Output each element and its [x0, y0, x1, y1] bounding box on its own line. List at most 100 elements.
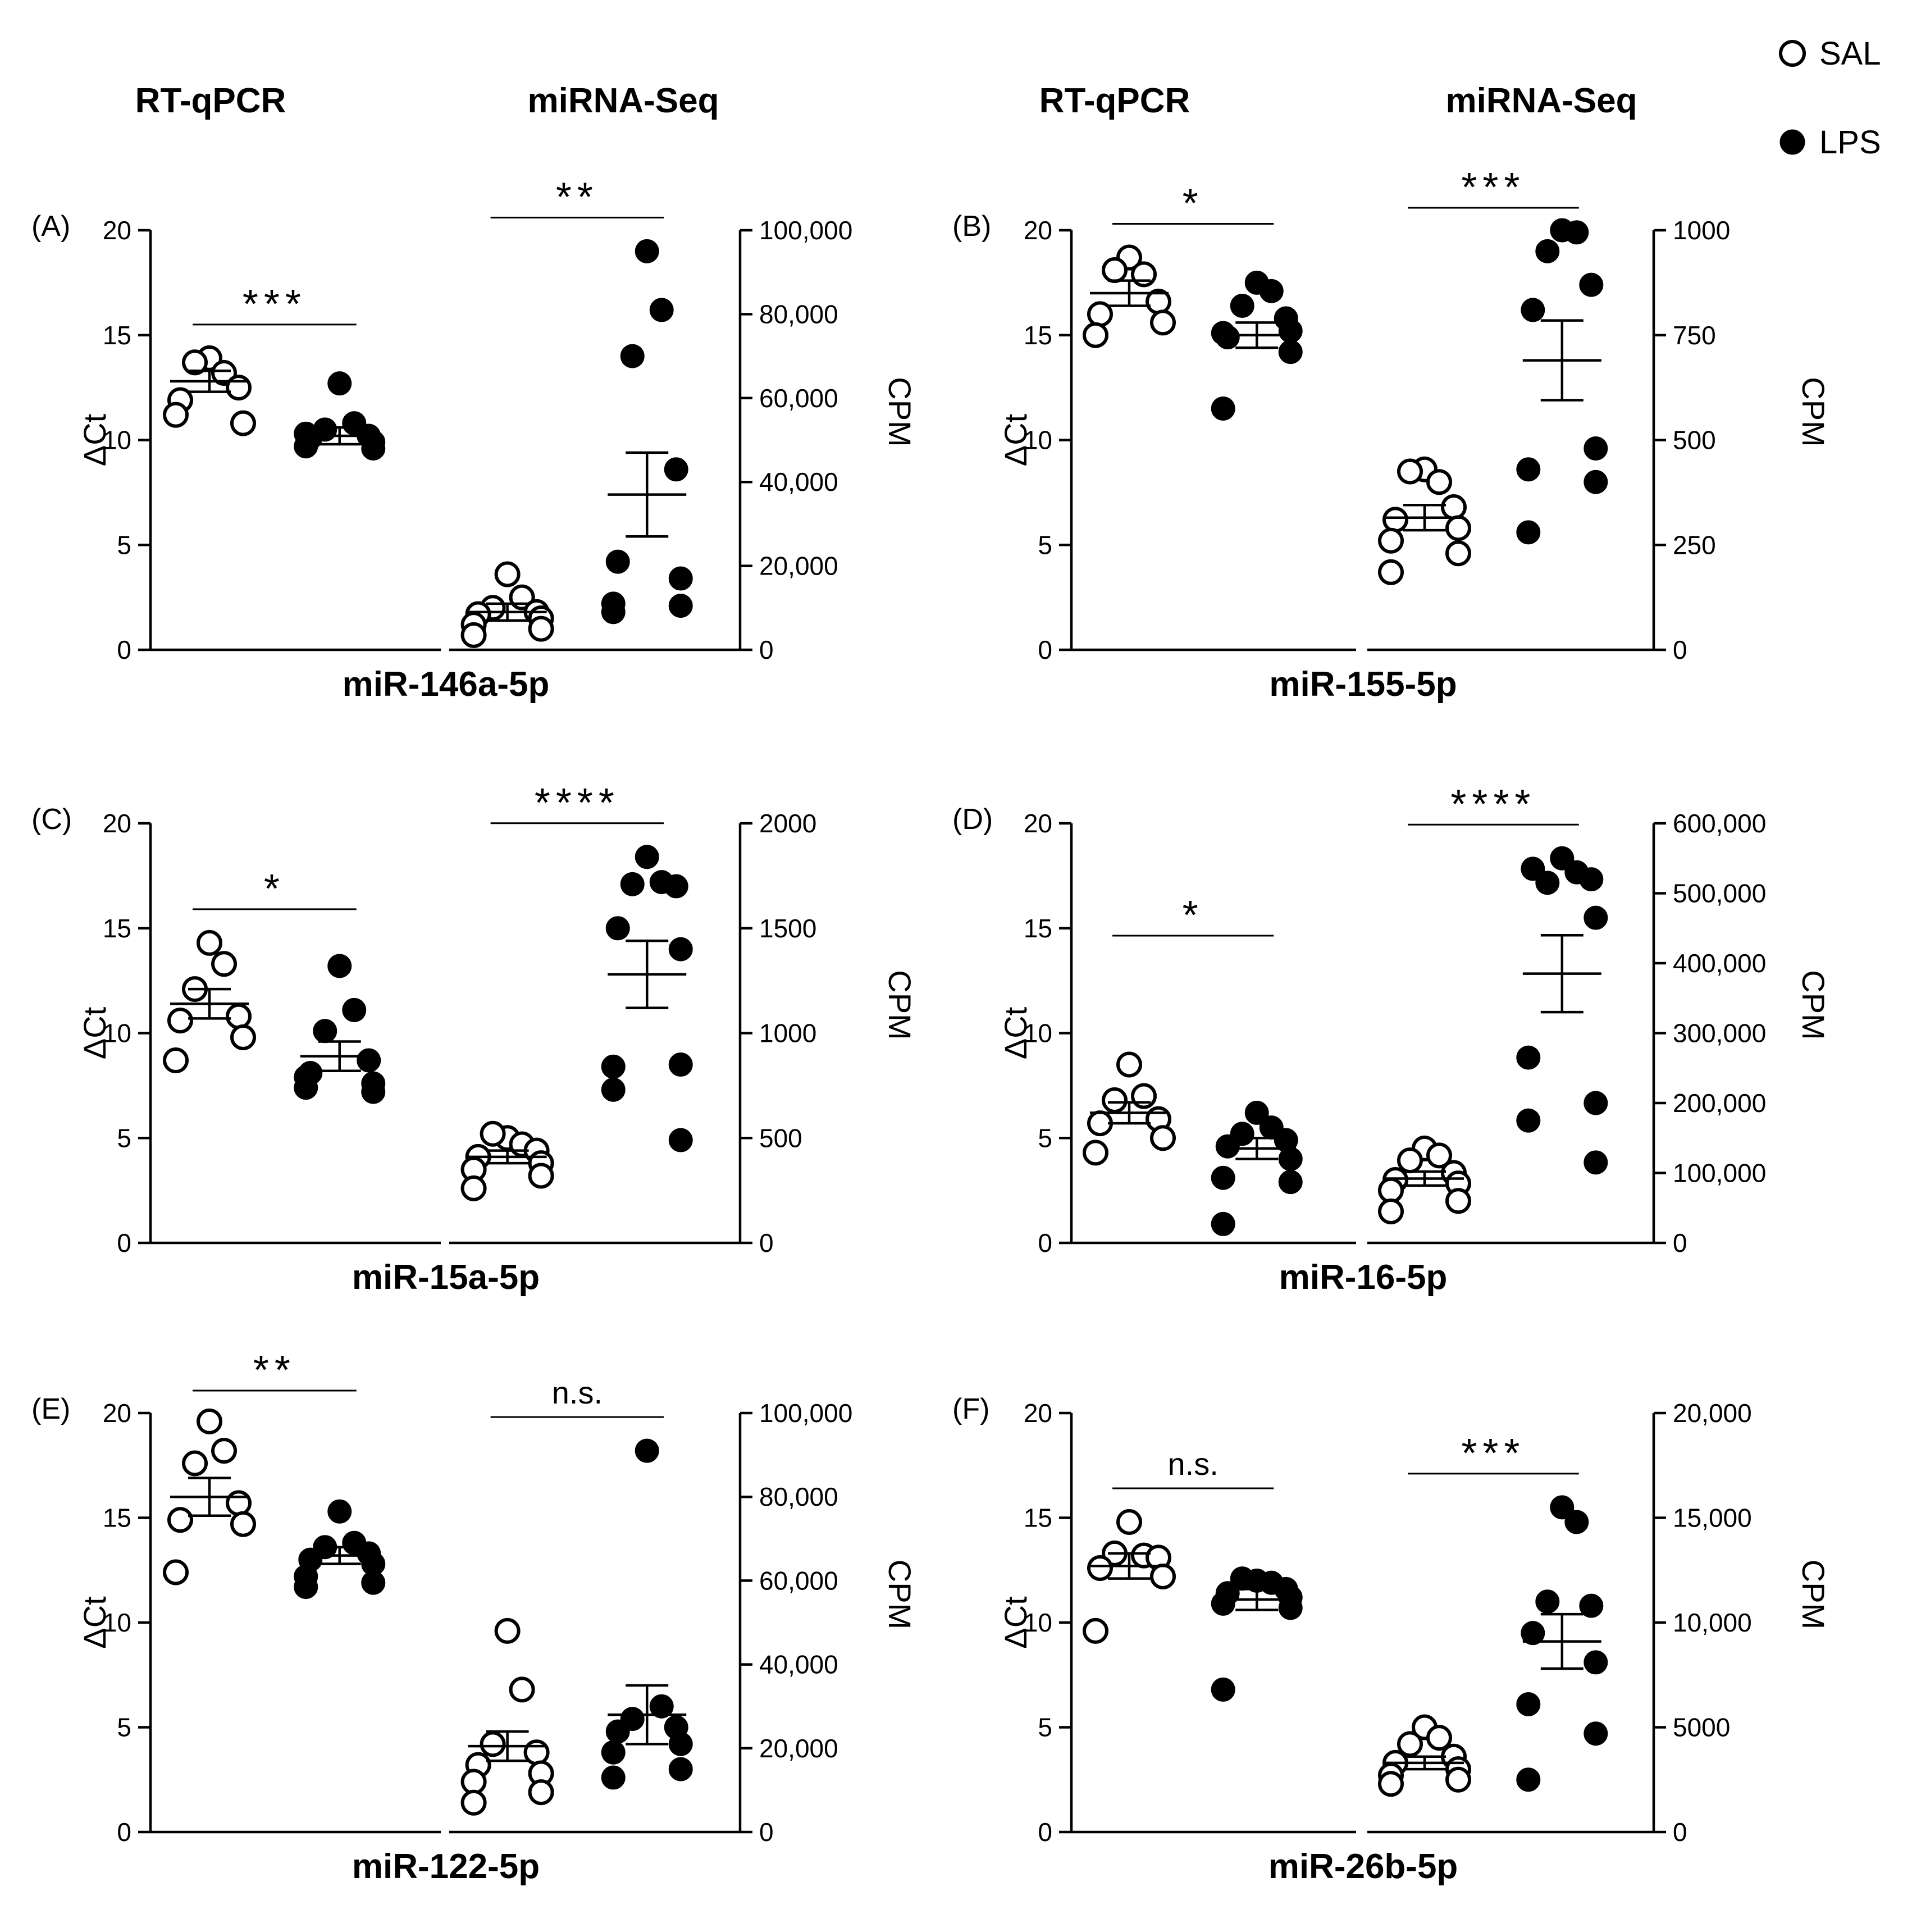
data-point-sal	[1116, 1509, 1142, 1535]
data-point-lps	[1584, 436, 1608, 461]
group-lps	[601, 239, 693, 625]
data-point-lps	[635, 239, 659, 263]
data-point-sal	[1378, 1771, 1404, 1797]
data-point-lps	[1516, 1692, 1541, 1716]
column-header: miRNA-Seq	[1445, 81, 1637, 120]
left-y-axis-title: ΔCt	[998, 1006, 1033, 1059]
right-y-tick-label: 20,000	[759, 1734, 838, 1763]
significance-label: ****	[1450, 782, 1536, 827]
data-point-sal	[1445, 1766, 1471, 1793]
data-point-lps	[649, 1694, 674, 1719]
data-point-lps	[327, 954, 352, 978]
data-point-lps	[605, 916, 630, 941]
right-y-tick-label: 40,000	[759, 1650, 838, 1679]
right-y-tick-label: 0	[759, 1228, 774, 1257]
left-y-tick-label: 15	[103, 1503, 131, 1533]
right-y-tick-label: 0	[1673, 1817, 1687, 1847]
right-y-axis-title: CPM	[1796, 377, 1831, 446]
right-y-tick-label: 100,000	[759, 1398, 852, 1428]
left-y-axis-title: ΔCt	[998, 1596, 1033, 1649]
data-point-lps	[668, 1128, 693, 1152]
group-sal	[1083, 1051, 1176, 1166]
group-sal	[1083, 1509, 1176, 1644]
column-header: miRNA-Seq	[527, 81, 719, 120]
left-y-tick-label: 0	[1038, 1228, 1052, 1257]
data-point-sal	[1083, 322, 1108, 348]
data-point-lps	[1211, 1677, 1235, 1702]
left-y-tick-label: 15	[103, 914, 131, 943]
group-lps	[1211, 270, 1303, 421]
data-point-lps	[1584, 1650, 1608, 1675]
left-y-tick-label: 5	[1038, 1713, 1052, 1742]
left-y-tick-label: 0	[1038, 1817, 1052, 1847]
data-point-sal	[226, 1490, 252, 1516]
data-point-lps	[313, 1019, 337, 1044]
data-point-sal	[460, 1175, 487, 1201]
data-point-lps	[1516, 457, 1541, 482]
data-point-lps	[668, 1731, 693, 1756]
data-point-sal	[1150, 1563, 1176, 1589]
data-point-lps	[1521, 856, 1545, 881]
data-point-sal	[509, 1676, 535, 1703]
data-point-sal	[163, 1047, 189, 1074]
data-point-sal	[1116, 1051, 1142, 1078]
left-y-tick-label: 5	[117, 530, 131, 559]
data-point-lps	[1230, 293, 1254, 318]
right-y-tick-label: 20,000	[759, 552, 838, 581]
data-point-sal	[230, 1024, 256, 1050]
significance-label: ***	[243, 282, 307, 327]
group-sal	[1378, 1714, 1471, 1797]
left-y-tick-label: 5	[1038, 530, 1052, 559]
data-point-sal	[197, 929, 222, 956]
significance-label: n.s.	[552, 1375, 603, 1410]
data-point-sal	[460, 1769, 487, 1795]
data-point-lps	[1521, 298, 1545, 322]
mirna-label: miR-16-5p	[1279, 1258, 1448, 1297]
data-point-sal	[230, 1511, 256, 1537]
significance-label: *	[1183, 181, 1204, 226]
right-y-axis-title: CPM	[882, 970, 918, 1040]
data-point-sal	[480, 1120, 506, 1147]
data-point-lps	[601, 1077, 626, 1102]
right-y-tick-label: 1000	[1673, 216, 1730, 245]
data-point-sal	[182, 1450, 208, 1477]
data-point-lps	[601, 1054, 626, 1079]
left-y-tick-label: 0	[117, 1228, 131, 1257]
panel-f: (F) 0 5 10 15 20 ΔCt 0 5000 10,000 15,000 20,000 CPM…	[952, 1393, 1831, 1886]
group-lps	[1211, 1100, 1303, 1236]
left-y-axis-title: ΔCt	[77, 1596, 112, 1649]
data-point-sal	[494, 561, 521, 587]
right-y-tick-label: 80,000	[759, 299, 838, 329]
group-lps	[601, 1438, 693, 1790]
data-point-sal	[480, 1731, 506, 1757]
data-point-sal	[1150, 309, 1176, 336]
data-point-lps	[1211, 396, 1235, 421]
data-point-lps	[635, 1438, 659, 1463]
data-point-lps	[1516, 1767, 1541, 1792]
left-y-tick-label: 5	[117, 1713, 131, 1742]
significance-label: **	[556, 175, 599, 220]
data-point-lps	[1211, 1165, 1235, 1190]
group-sal	[1378, 1135, 1471, 1224]
left-y-tick-label: 0	[117, 635, 131, 664]
data-point-lps	[664, 874, 688, 899]
data-point-lps	[294, 421, 318, 446]
data-point-lps	[1584, 470, 1608, 494]
data-point-sal	[1382, 507, 1408, 533]
significance-label: ****	[535, 781, 620, 826]
left-y-tick-label: 20	[1024, 216, 1052, 245]
right-y-tick-label: 10,000	[1673, 1608, 1752, 1637]
right-y-tick-label: 500	[759, 1123, 802, 1152]
data-point-lps	[1278, 318, 1303, 343]
right-y-tick-label: 500	[1673, 426, 1716, 455]
data-point-sal	[1445, 1188, 1471, 1214]
group-lps	[294, 954, 386, 1104]
data-point-lps	[1535, 239, 1560, 263]
data-point-lps	[601, 600, 626, 625]
significance-label: **	[253, 1348, 296, 1393]
data-point-sal	[197, 1408, 222, 1434]
right-y-axis-title: CPM	[882, 1560, 918, 1629]
data-point-lps	[1584, 905, 1608, 930]
data-point-sal	[1131, 1083, 1157, 1109]
